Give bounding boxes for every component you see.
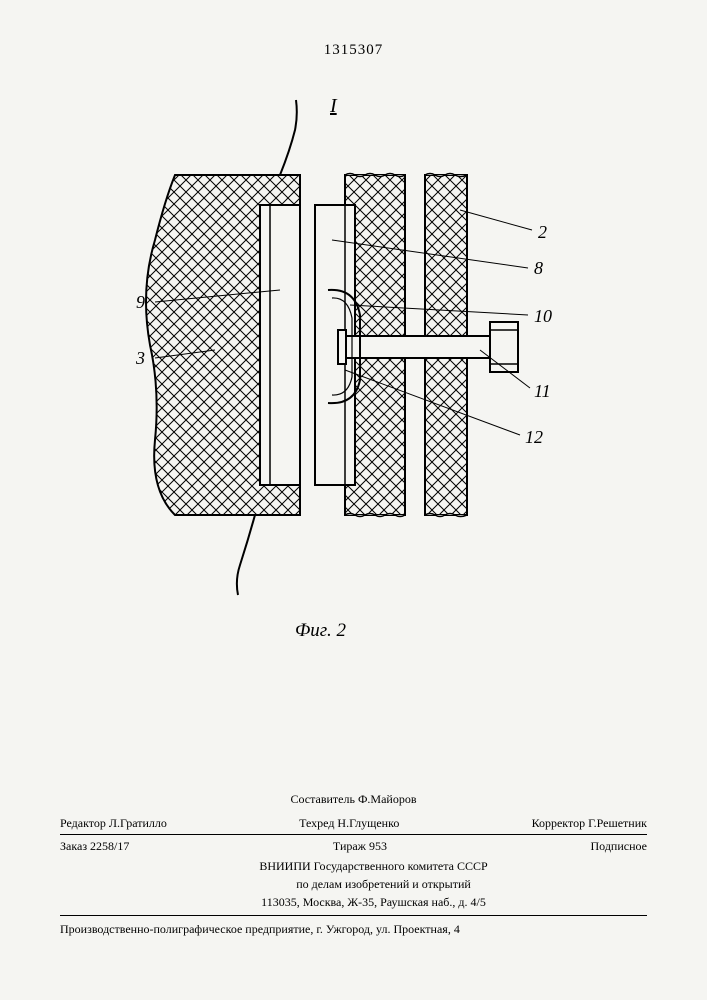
page-number: 1315307 xyxy=(324,42,384,59)
technical-diagram: I 2 xyxy=(120,90,600,610)
colophon: Составитель Ф.Майоров Редактор Л.Гратилл… xyxy=(60,790,647,938)
label-8: 8 xyxy=(534,258,543,278)
label-9: 9 xyxy=(136,292,145,312)
colophon-tirage: Тираж 953 xyxy=(333,837,387,855)
figure-caption: Фиг. 2 xyxy=(295,620,346,642)
colophon-org1: ВНИИПИ Государственного комитета СССР xyxy=(60,857,647,875)
bolt-shaft xyxy=(345,336,490,358)
label-3: 3 xyxy=(135,348,145,368)
colophon-techred: Техред Н.Глущенко xyxy=(299,814,399,832)
section-mark: I xyxy=(329,95,338,117)
colophon-address: 113035, Москва, Ж-35, Раушская наб., д. … xyxy=(60,893,647,916)
colophon-subscription: Подписное xyxy=(591,837,648,855)
label-10: 10 xyxy=(534,306,552,326)
label-11: 11 xyxy=(534,381,551,401)
wire-bottom xyxy=(237,515,255,595)
colophon-order: Заказ 2258/17 xyxy=(60,837,129,855)
colophon-printer: Производственно-полиграфическое предприя… xyxy=(60,920,647,938)
colophon-org2: по делам изобретений и открытий xyxy=(60,875,647,893)
figure: I 2 xyxy=(120,90,600,610)
wire-top xyxy=(280,100,297,175)
part-9-plate xyxy=(260,205,300,485)
label-2: 2 xyxy=(538,222,547,242)
colophon-editor: Редактор Л.Гратилло xyxy=(60,814,167,832)
colophon-corrector: Корректор Г.Решетник xyxy=(532,814,647,832)
label-12: 12 xyxy=(525,427,543,447)
colophon-compiler: Составитель Ф.Майоров xyxy=(60,790,647,808)
bolt-washer xyxy=(338,330,346,364)
